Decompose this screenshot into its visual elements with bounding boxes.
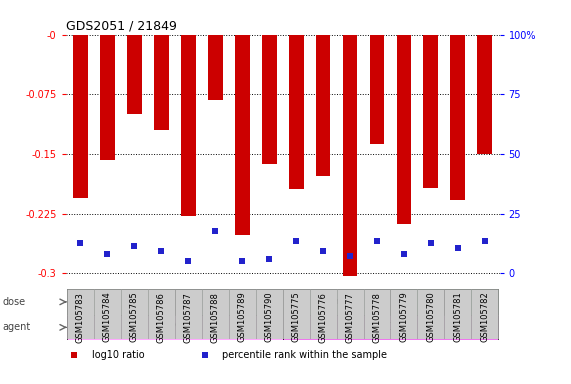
Bar xyxy=(364,289,391,339)
Bar xyxy=(391,289,444,314)
Bar xyxy=(343,35,357,276)
Bar xyxy=(94,289,121,339)
Bar xyxy=(417,289,444,339)
Text: 1000 mg/l: 1000 mg/l xyxy=(448,297,494,306)
Text: GSM105776: GSM105776 xyxy=(319,292,328,343)
Text: BCA: BCA xyxy=(380,322,400,332)
Text: GDS2051 / 21849: GDS2051 / 21849 xyxy=(66,19,176,32)
Bar xyxy=(309,289,336,339)
Bar xyxy=(229,289,256,339)
Text: GSM105775: GSM105775 xyxy=(292,292,300,343)
Bar xyxy=(181,35,196,216)
Bar xyxy=(175,289,283,314)
Bar xyxy=(148,289,175,339)
Bar xyxy=(235,35,250,235)
Bar xyxy=(283,289,391,314)
Bar xyxy=(283,289,309,339)
Bar xyxy=(471,289,498,339)
Bar xyxy=(444,289,471,339)
Bar xyxy=(208,35,223,100)
Bar xyxy=(289,35,304,189)
Text: GSM105779: GSM105779 xyxy=(400,292,408,343)
Bar xyxy=(73,35,88,198)
Text: GSM105787: GSM105787 xyxy=(184,292,193,343)
Text: GSM105784: GSM105784 xyxy=(103,292,112,343)
Text: GSM105789: GSM105789 xyxy=(238,292,247,343)
Bar xyxy=(262,35,276,164)
Bar xyxy=(175,289,202,339)
Text: percentile rank within the sample: percentile rank within the sample xyxy=(222,350,387,360)
Text: agent: agent xyxy=(3,322,31,332)
Bar xyxy=(100,35,115,160)
Bar xyxy=(396,35,411,224)
Text: log10 ratio: log10 ratio xyxy=(92,350,144,360)
Text: GSM105780: GSM105780 xyxy=(427,292,436,343)
Bar xyxy=(477,35,492,154)
Text: 1250 ppm: 1250 ppm xyxy=(98,297,144,306)
Text: GSM105786: GSM105786 xyxy=(157,292,166,343)
Bar xyxy=(256,289,283,339)
Text: dose: dose xyxy=(3,297,26,307)
Text: 2000 ppm: 2000 ppm xyxy=(206,297,252,306)
Text: GSM105781: GSM105781 xyxy=(453,292,463,343)
Bar xyxy=(127,35,142,114)
Bar xyxy=(67,314,283,340)
Text: GSM105777: GSM105777 xyxy=(345,292,355,343)
Bar xyxy=(202,289,229,339)
Bar xyxy=(67,289,175,314)
Bar xyxy=(121,289,148,339)
Bar xyxy=(444,289,498,314)
Text: GSM105785: GSM105785 xyxy=(130,292,139,343)
Text: GSM105778: GSM105778 xyxy=(372,292,381,343)
Text: 250 mg/l: 250 mg/l xyxy=(316,297,357,306)
Text: GSM105783: GSM105783 xyxy=(76,292,85,343)
Text: GSM105790: GSM105790 xyxy=(265,292,274,342)
Bar xyxy=(369,35,384,144)
Bar xyxy=(451,35,465,200)
Bar xyxy=(391,289,417,339)
Bar xyxy=(154,35,169,130)
Text: GSM105782: GSM105782 xyxy=(480,292,489,343)
Text: 500 mg/l: 500 mg/l xyxy=(397,297,437,306)
Bar xyxy=(336,289,364,339)
Bar xyxy=(316,35,331,176)
Text: GSM105788: GSM105788 xyxy=(211,292,220,343)
Bar xyxy=(67,289,94,339)
Bar xyxy=(424,35,439,188)
Text: o-NT: o-NT xyxy=(163,322,186,332)
Bar xyxy=(283,314,498,340)
